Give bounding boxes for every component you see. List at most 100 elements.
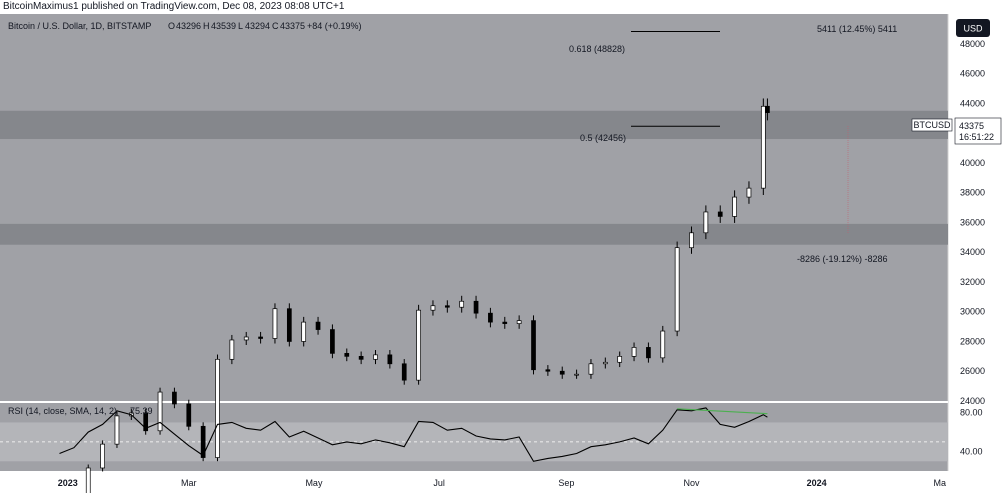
candle-body (315, 321, 321, 330)
candle-body (114, 415, 120, 445)
time-tick-label: Ma (934, 478, 947, 488)
candle-body (157, 391, 163, 432)
candle-body (272, 308, 278, 339)
candle-body (717, 211, 723, 217)
zones (0, 110, 948, 245)
publisher-bar: BitcoinMaximus1 published on TradingView… (0, 0, 1004, 14)
zone-1[interactable] (0, 223, 948, 245)
candle-body (545, 369, 551, 372)
price-axis[interactable] (948, 14, 1004, 471)
usd-button[interactable] (956, 19, 990, 37)
candle-body (85, 467, 91, 498)
candle-body (358, 355, 364, 360)
candle-body (258, 336, 263, 339)
candle-body (373, 354, 378, 360)
legend-change: +84 (+0.19%) (307, 21, 362, 31)
bearish-divergence-line[interactable] (677, 408, 768, 415)
candle-body (703, 211, 709, 234)
fib-618-label: 0.618 (48828) (569, 44, 625, 54)
price-tick-label: 40000 (960, 158, 985, 168)
time-axis[interactable] (0, 471, 1004, 493)
candle-body (602, 361, 608, 365)
candle-body (444, 305, 450, 308)
rsi-band (0, 422, 948, 462)
candles (85, 98, 770, 498)
rsi-legend: RSI (14, close, SMA, 14, 2) (8, 406, 117, 416)
fib-5-label: 0.5 (42456) (580, 133, 626, 143)
time-tick-label: May (305, 478, 323, 488)
candle-body (631, 347, 637, 357)
candle-body (588, 363, 594, 375)
usd-button-label: USD (963, 24, 983, 34)
price-tick-label: 26000 (960, 366, 985, 376)
candle-body (574, 373, 579, 376)
ticker-price-tag (954, 117, 1002, 145)
price-tick-label: 38000 (960, 188, 985, 198)
legend-h-value: 43539 (211, 21, 236, 31)
zone-0[interactable] (0, 110, 948, 140)
ticker-symbol: BTCUSD (913, 120, 951, 130)
price-tick-label: 34000 (960, 247, 985, 257)
candle-body (760, 105, 766, 189)
price-tick-label: 30000 (960, 307, 985, 317)
rsi-tick-label: 40.00 (960, 447, 983, 457)
price-tick-label: 44000 (960, 98, 985, 108)
price-tick-label: 28000 (960, 336, 985, 346)
candle-body (330, 329, 335, 354)
rsi-tick-label: 80.00 (960, 408, 983, 418)
candle-body (765, 105, 770, 113)
candle-body (746, 187, 752, 198)
candle-body (430, 305, 436, 311)
rsi-line-group (59, 407, 768, 462)
ticker-symbol-tag (911, 118, 953, 132)
rsi-line (59, 407, 768, 462)
price-tick-label: 32000 (960, 277, 985, 287)
candle-body (301, 321, 307, 342)
candle-body (459, 300, 465, 308)
candle-body (732, 196, 737, 217)
legend-l-value: 43294 (245, 21, 270, 31)
time-tick-label: Jul (433, 478, 445, 488)
time-ticks: 2023 Mar May Jul Sep Nov 2024 Ma (58, 478, 946, 488)
time-tick-label: 2024 (807, 478, 827, 488)
measure-up-label: 5411 (12.45%) 5411 (817, 24, 897, 34)
price-pane[interactable] (0, 14, 948, 401)
candle-body (215, 358, 220, 458)
price-tick-label: 48000 (960, 39, 985, 49)
legend-h-label: H (203, 21, 210, 31)
time-tick-label: Nov (683, 478, 700, 488)
measure-down-label: -8286 (-19.12%) -8286 (797, 254, 888, 264)
candle-body (646, 347, 651, 359)
chart-svg[interactable]: 24000 26000 28000 30000 32000 34000 36000 38000… (0, 14, 1004, 498)
legend-o-value: 43296 (176, 21, 201, 31)
legend-c-label: C (272, 21, 279, 31)
price-tick-label: 36000 (960, 217, 985, 227)
candle-body (100, 443, 105, 469)
price-tick-label: 24000 (960, 396, 985, 406)
legend-o-label: O (168, 21, 175, 31)
candle-body (689, 232, 694, 249)
legend-l-label: L (238, 21, 243, 31)
candle-body (186, 403, 192, 427)
time-tick-label: Mar (181, 478, 197, 488)
publisher-text: BitcoinMaximus1 published on TradingView… (3, 1, 345, 12)
candle-body (660, 330, 666, 359)
candle-body (387, 354, 393, 365)
rsi-legend-value: 75.39 (130, 406, 153, 416)
candle-body (229, 339, 235, 360)
price-tick-label: 46000 (960, 69, 985, 79)
candle-body (617, 355, 623, 363)
candle-body (243, 336, 249, 341)
ticker-countdown: 16:51:22 (959, 132, 994, 142)
candle-body (401, 363, 407, 381)
candle-body (172, 391, 177, 405)
candle-body (200, 425, 206, 458)
chart-area[interactable]: 24000 26000 28000 30000 32000 34000 36000 38000… (0, 14, 1004, 498)
candle-body (488, 312, 493, 323)
candle-body (502, 321, 508, 324)
candle-body (344, 353, 350, 357)
candle-body (559, 370, 565, 375)
candle-body (473, 300, 479, 314)
time-tick-label: Sep (558, 478, 574, 488)
candle-body (674, 247, 680, 332)
